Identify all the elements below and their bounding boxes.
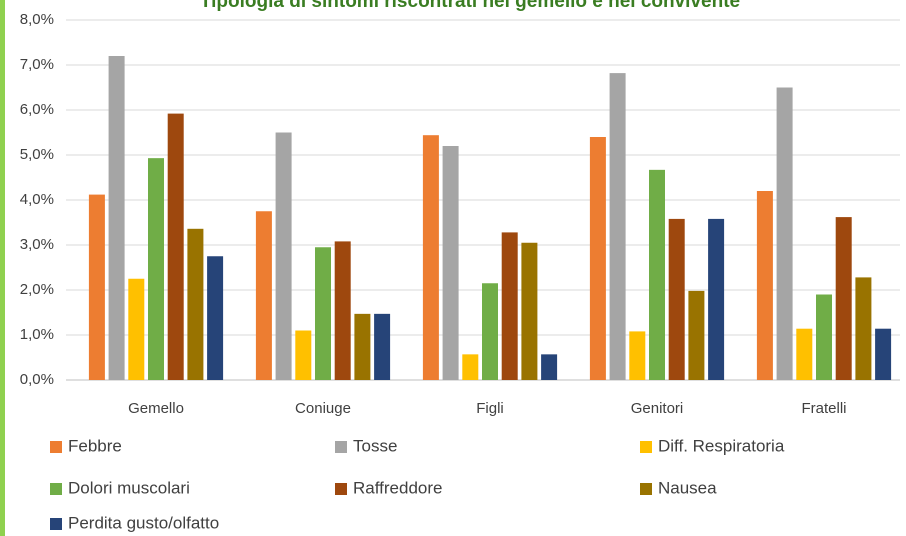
legend-swatch <box>335 441 347 453</box>
bar <box>442 146 459 380</box>
bar <box>756 191 773 380</box>
legend-swatch <box>50 483 62 495</box>
bar <box>334 241 351 380</box>
bar <box>835 217 852 380</box>
y-tick-label: 4,0% <box>20 191 54 208</box>
bar <box>875 328 892 380</box>
y-tick-label: 0,0% <box>20 371 54 388</box>
bar <box>255 211 272 380</box>
bar <box>315 247 331 380</box>
bar <box>541 354 558 380</box>
x-tick-label: Genitori <box>631 400 684 417</box>
y-tick-label: 3,0% <box>20 236 54 253</box>
bar <box>521 242 538 380</box>
legend-swatch <box>640 441 652 453</box>
bar <box>629 331 646 380</box>
legend-swatch <box>50 441 62 453</box>
bar <box>187 228 204 380</box>
bar <box>462 354 479 380</box>
bar <box>816 294 832 380</box>
legend-label: Diff. Respiratoria <box>658 436 785 455</box>
bar <box>374 313 391 380</box>
legend-swatch <box>640 483 652 495</box>
y-tick-label: 8,0% <box>20 11 54 28</box>
y-tick-label: 7,0% <box>20 56 54 73</box>
bar <box>148 158 164 380</box>
bar <box>589 137 606 380</box>
side-strip <box>0 0 5 536</box>
bar <box>167 113 184 380</box>
bar <box>128 278 145 380</box>
bar <box>354 313 371 380</box>
bar <box>422 135 439 380</box>
x-tick-label: Gemello <box>128 400 184 417</box>
bar <box>708 218 725 380</box>
y-tick-label: 6,0% <box>20 101 54 118</box>
legend-swatch <box>50 518 62 530</box>
bar <box>108 56 125 380</box>
legend-label: Raffreddore <box>353 478 442 497</box>
bar <box>668 218 685 380</box>
legend-label: Perdita gusto/olfatto <box>68 513 219 532</box>
x-tick-label: Fratelli <box>801 400 846 417</box>
bar <box>776 87 793 380</box>
y-tick-label: 2,0% <box>20 281 54 298</box>
bar <box>688 290 705 380</box>
legend-label: Nausea <box>658 478 717 497</box>
bar <box>855 277 872 380</box>
bar <box>207 256 224 380</box>
bar <box>796 328 813 380</box>
x-tick-label: Figli <box>476 400 504 417</box>
legend-label: Febbre <box>68 436 122 455</box>
legend-label: Tosse <box>353 436 397 455</box>
bar <box>501 232 518 380</box>
legend-label: Dolori muscolari <box>68 478 190 497</box>
bar <box>88 194 105 380</box>
y-tick-label: 5,0% <box>20 146 54 163</box>
y-tick-label: 1,0% <box>20 326 54 343</box>
legend-swatch <box>335 483 347 495</box>
bar <box>609 73 626 380</box>
x-tick-label: Coniuge <box>295 400 351 417</box>
chart-title: Tipologia di sintomi riscontrati nel gem… <box>200 0 740 12</box>
bar <box>649 169 665 380</box>
bar <box>482 283 498 380</box>
bar <box>295 330 312 380</box>
bar <box>275 132 292 380</box>
